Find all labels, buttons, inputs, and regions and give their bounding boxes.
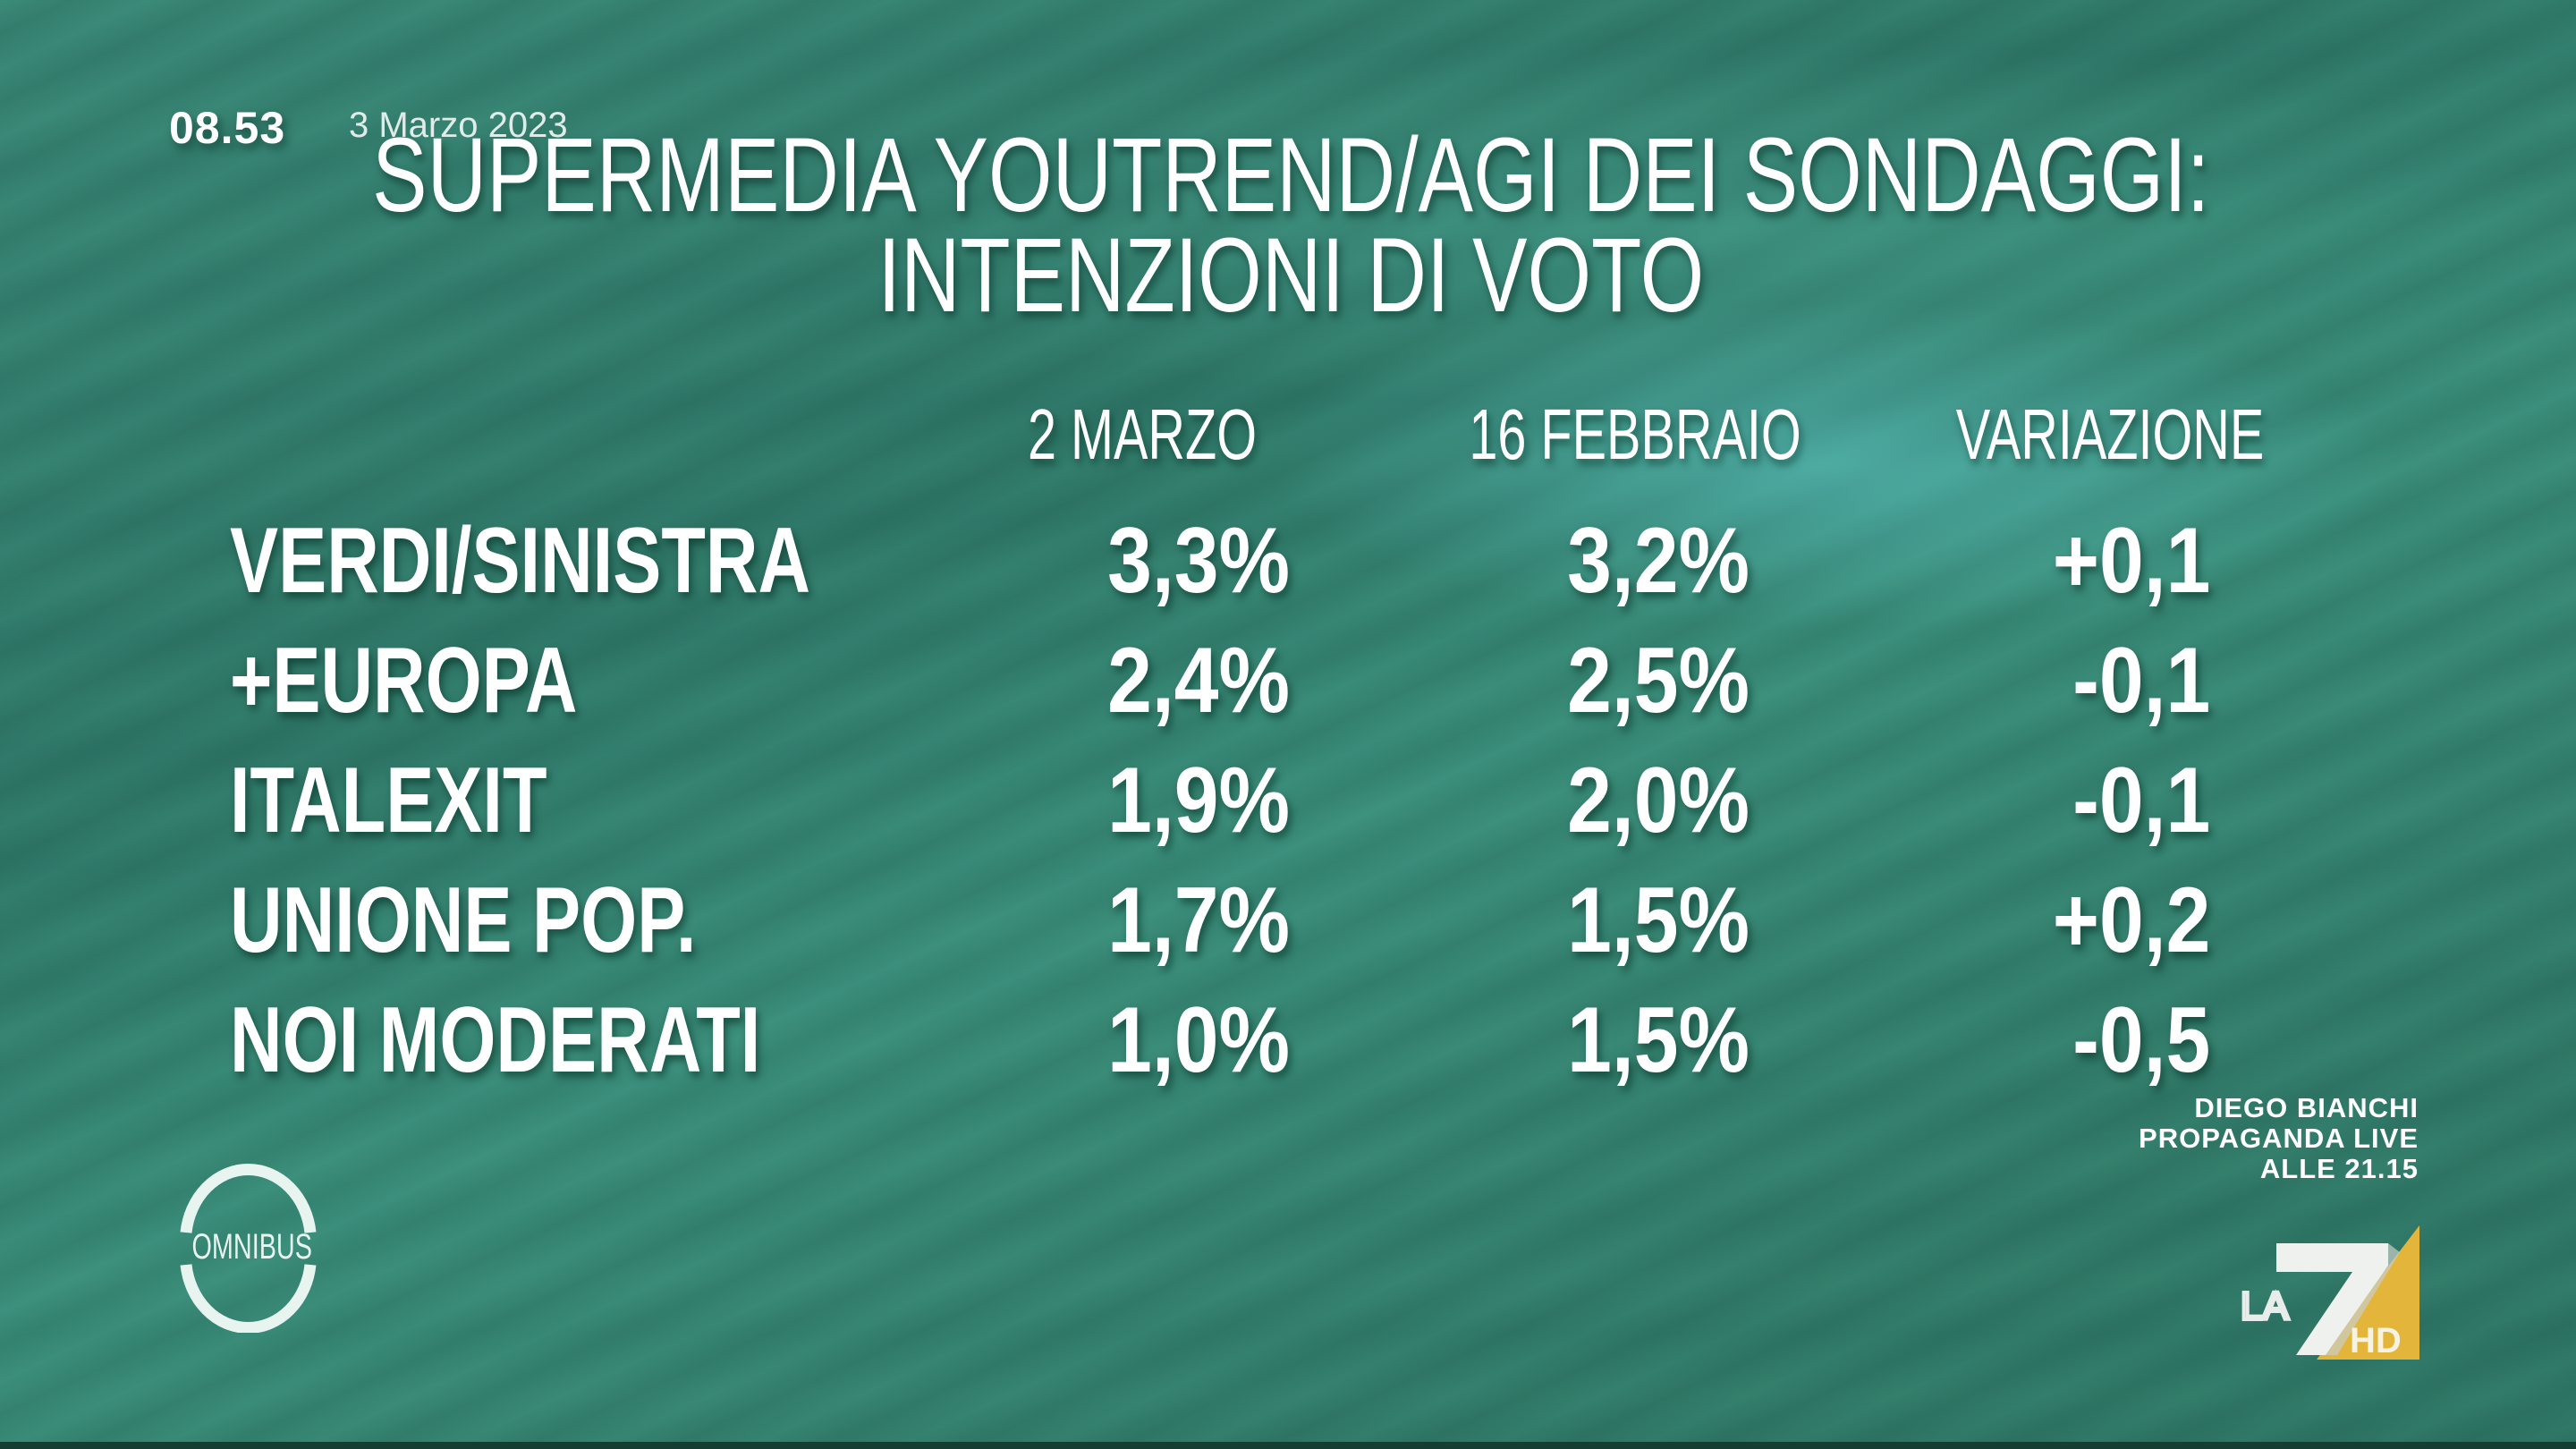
promo-line-2: PROPAGANDA LIVE [2139,1123,2419,1154]
value-current: 1,7% [1107,869,1290,972]
la7-hd-logo: LA HD [2239,1225,2419,1364]
column-header-current: 2 MARZO [1027,394,1258,474]
page-title: SUPERMEDIA YOUTREND/AGI DEI SONDAGGI: IN… [286,116,2295,335]
table-row: +EUROPA 2,4% 2,5% -0,1 [0,628,2576,744]
clock-time: 08.53 [169,103,286,153]
table-row: ITALEXIT 1,9% 2,0% -0,1 [0,748,2576,864]
title-line-1: SUPERMEDIA YOUTREND/AGI DEI SONDAGGI: [372,116,2210,234]
bottom-edge-bar [0,1442,2576,1449]
value-previous: 1,5% [1567,988,1750,1092]
value-current: 1,0% [1107,988,1290,1092]
promo-line-3: ALLE 21.15 [2259,1153,2419,1184]
value-current: 2,4% [1107,629,1290,733]
value-previous: 3,2% [1567,509,1750,613]
value-current: 1,9% [1107,749,1290,852]
table-row: NOI MODERATI 1,0% 1,5% -0,5 [0,987,2576,1104]
value-previous: 2,5% [1567,629,1750,733]
omnibus-label: OMNIBUS [191,1227,312,1267]
value-previous: 1,5% [1567,869,1750,972]
party-name: UNIONE POP. [230,869,697,972]
broadcast-date: 3 Marzo 2023 [349,106,568,145]
la7-prefix: LA [2241,1284,2289,1328]
value-change: +0,1 [2052,509,2210,613]
omnibus-ring-icon [180,1164,317,1334]
title-line-2: INTENZIONI DI VOTO [877,216,1705,335]
table-row: UNIONE POP. 1,7% 1,5% +0,2 [0,868,2576,984]
party-name: ITALEXIT [230,749,547,852]
promo-text: DIEGO BIANCHI PROPAGANDA LIVE ALLE 21.15 [2139,1093,2419,1184]
table-row: VERDI/SINISTRA 3,3% 3,2% +0,1 [0,508,2576,624]
party-name: NOI MODERATI [230,988,761,1092]
value-change: -0,5 [2072,988,2210,1092]
column-header-previous: 16 FEBBRAIO [1469,394,1801,474]
value-previous: 2,0% [1567,749,1750,852]
value-current: 3,3% [1107,509,1290,613]
omnibus-logo: OMNIBUS [170,1163,326,1334]
value-change: -0,1 [2072,629,2210,733]
party-name: +EUROPA [230,629,578,733]
party-name: VERDI/SINISTRA [230,509,811,613]
column-header-change: VARIAZIONE [1955,394,2265,474]
promo-line-1: DIEGO BIANCHI [2194,1092,2419,1123]
la7-hd: HD [2350,1321,2402,1360]
value-change: +0,2 [2052,869,2210,972]
value-change: -0,1 [2072,749,2210,852]
la7-logo-icon: LA HD [2239,1225,2419,1360]
